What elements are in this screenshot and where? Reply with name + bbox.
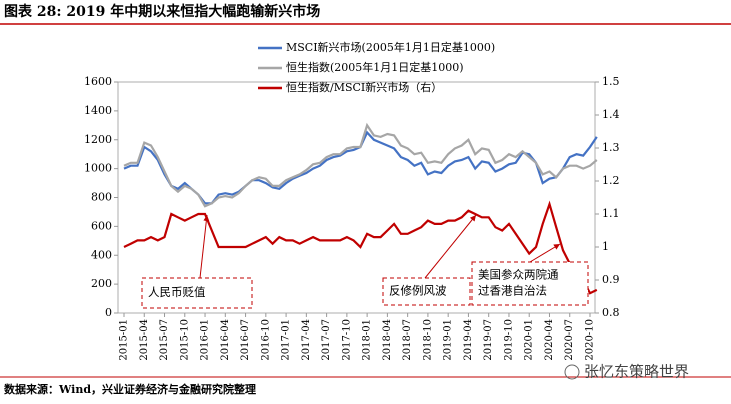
x-tick-label: 2018-10 bbox=[422, 319, 433, 361]
annotation-arrow bbox=[424, 214, 477, 279]
annotation-text: 过香港自治法 bbox=[478, 284, 547, 298]
annotation-box bbox=[471, 261, 589, 306]
y2-tick-label: 1.3 bbox=[602, 141, 620, 154]
x-tick-label: 2015-10 bbox=[179, 319, 190, 361]
x-tick-label: 2017-10 bbox=[341, 319, 352, 361]
x-tick-label: 2019-01 bbox=[443, 319, 454, 361]
series-line bbox=[123, 200, 598, 295]
x-tick-label: 2020-01 bbox=[524, 319, 535, 361]
chart-title: 图表 28: 2019 年中期以来恒指大幅跑输新兴市场 bbox=[4, 3, 320, 20]
series-line bbox=[123, 122, 598, 208]
annotation-box bbox=[141, 277, 253, 309]
x-tick-label: 2017-01 bbox=[281, 319, 292, 361]
x-tick-label: 2015-04 bbox=[139, 319, 150, 361]
x-tick-label: 2016-10 bbox=[260, 319, 271, 361]
legend-label: MSCI新兴市场(2005年1月1日定基1000) bbox=[286, 40, 495, 54]
x-tick-label: 2020-10 bbox=[585, 319, 596, 361]
source: 数据来源：Wind，兴业证券经济与金融研究院整理 bbox=[4, 382, 256, 396]
x-tick-label: 2019-04 bbox=[463, 319, 474, 361]
x-tick-label: 2016-01 bbox=[200, 319, 211, 361]
annotation-box bbox=[382, 277, 471, 306]
y-tick-label: 0 bbox=[105, 306, 112, 319]
y2-tick-label: 0.9 bbox=[602, 273, 620, 286]
x-tick-label: 2015-07 bbox=[159, 319, 170, 361]
y-tick-label: 1400 bbox=[84, 104, 112, 117]
x-tick-label: 2018-04 bbox=[382, 319, 393, 361]
x-tick-label: 2017-07 bbox=[321, 319, 332, 361]
annotation-text: 反修例风波 bbox=[389, 284, 447, 298]
watermark-icon bbox=[564, 364, 580, 380]
y-tick-label: 200 bbox=[91, 277, 112, 290]
x-tick-label: 2020-07 bbox=[564, 319, 575, 361]
y-tick-label: 1200 bbox=[84, 133, 112, 146]
y-tick-label: 800 bbox=[91, 191, 112, 204]
legend-label: 恒生指数(2005年1月1日定基1000) bbox=[286, 60, 464, 74]
y2-tick-label: 1 bbox=[602, 240, 609, 253]
annotation-text: 人民币贬值 bbox=[148, 285, 206, 299]
x-tick-label: 2016-04 bbox=[220, 319, 231, 361]
y2-tick-label: 0.8 bbox=[602, 306, 620, 319]
annotation-text: 美国参众两院通 bbox=[478, 268, 559, 282]
watermark: 张忆东策略世界 bbox=[584, 363, 689, 381]
x-tick-label: 2016-07 bbox=[240, 319, 251, 361]
y-tick-label: 600 bbox=[91, 219, 112, 232]
y2-tick-label: 1.1 bbox=[602, 207, 620, 220]
x-tick-label: 2019-07 bbox=[483, 319, 494, 361]
y-tick-label: 1000 bbox=[84, 162, 112, 175]
y-tick-label: 400 bbox=[91, 248, 112, 261]
x-tick-label: 2017-04 bbox=[301, 319, 312, 361]
x-tick-label: 2019-10 bbox=[503, 319, 514, 361]
y2-tick-label: 1.2 bbox=[602, 174, 620, 187]
annotation-arrow bbox=[199, 214, 210, 279]
y-tick-label: 1600 bbox=[84, 75, 112, 88]
y2-tick-label: 1.5 bbox=[602, 75, 620, 88]
x-tick-label: 2015-01 bbox=[119, 319, 130, 361]
x-tick-label: 2018-01 bbox=[362, 319, 373, 361]
legend-label: 恒生指数/MSCI新兴市场（右） bbox=[286, 80, 442, 94]
x-tick-label: 2020-04 bbox=[544, 319, 555, 361]
y2-tick-label: 1.4 bbox=[602, 108, 620, 121]
x-tick-label: 2018-07 bbox=[402, 319, 413, 361]
annotation-arrow bbox=[529, 243, 561, 263]
